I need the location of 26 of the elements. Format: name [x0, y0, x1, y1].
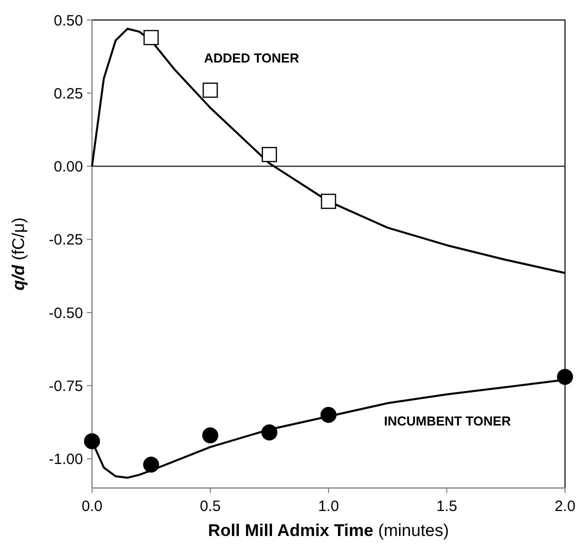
x-tick-label: 0.5 — [200, 498, 221, 515]
point — [262, 146, 277, 162]
y-tick-label: 0.50 — [54, 12, 83, 30]
y-tick-label: -0.75 — [48, 378, 83, 395]
point — [202, 82, 218, 98]
x-tick-label: 1.5 — [436, 498, 458, 515]
point — [261, 424, 278, 440]
y-tick-label: 0.00 — [54, 158, 83, 176]
point — [320, 194, 336, 209]
point — [320, 406, 336, 423]
x-axis-title: Roll Mill Admix Time (minutes) — [208, 521, 449, 540]
point — [84, 433, 100, 450]
point — [144, 30, 159, 46]
y-tick-label: 0.25 — [54, 85, 83, 102]
y-tick-label: -0.50 — [48, 304, 83, 322]
x-tick-label: 2.0 — [554, 498, 576, 515]
x-tick-label: 0.0 — [82, 498, 102, 515]
y-axis-title: q/d (fC/μ) — [9, 217, 28, 291]
annotation: ADDED TONER — [204, 50, 300, 66]
annotation: INCUMBENT TONER — [384, 414, 512, 429]
y-tick-label: -1.00 — [48, 451, 83, 468]
point — [557, 368, 573, 385]
point — [143, 456, 160, 473]
y-tick-label: -0.25 — [48, 232, 83, 249]
point — [202, 427, 218, 444]
x-tick-label: 1.0 — [318, 498, 339, 515]
